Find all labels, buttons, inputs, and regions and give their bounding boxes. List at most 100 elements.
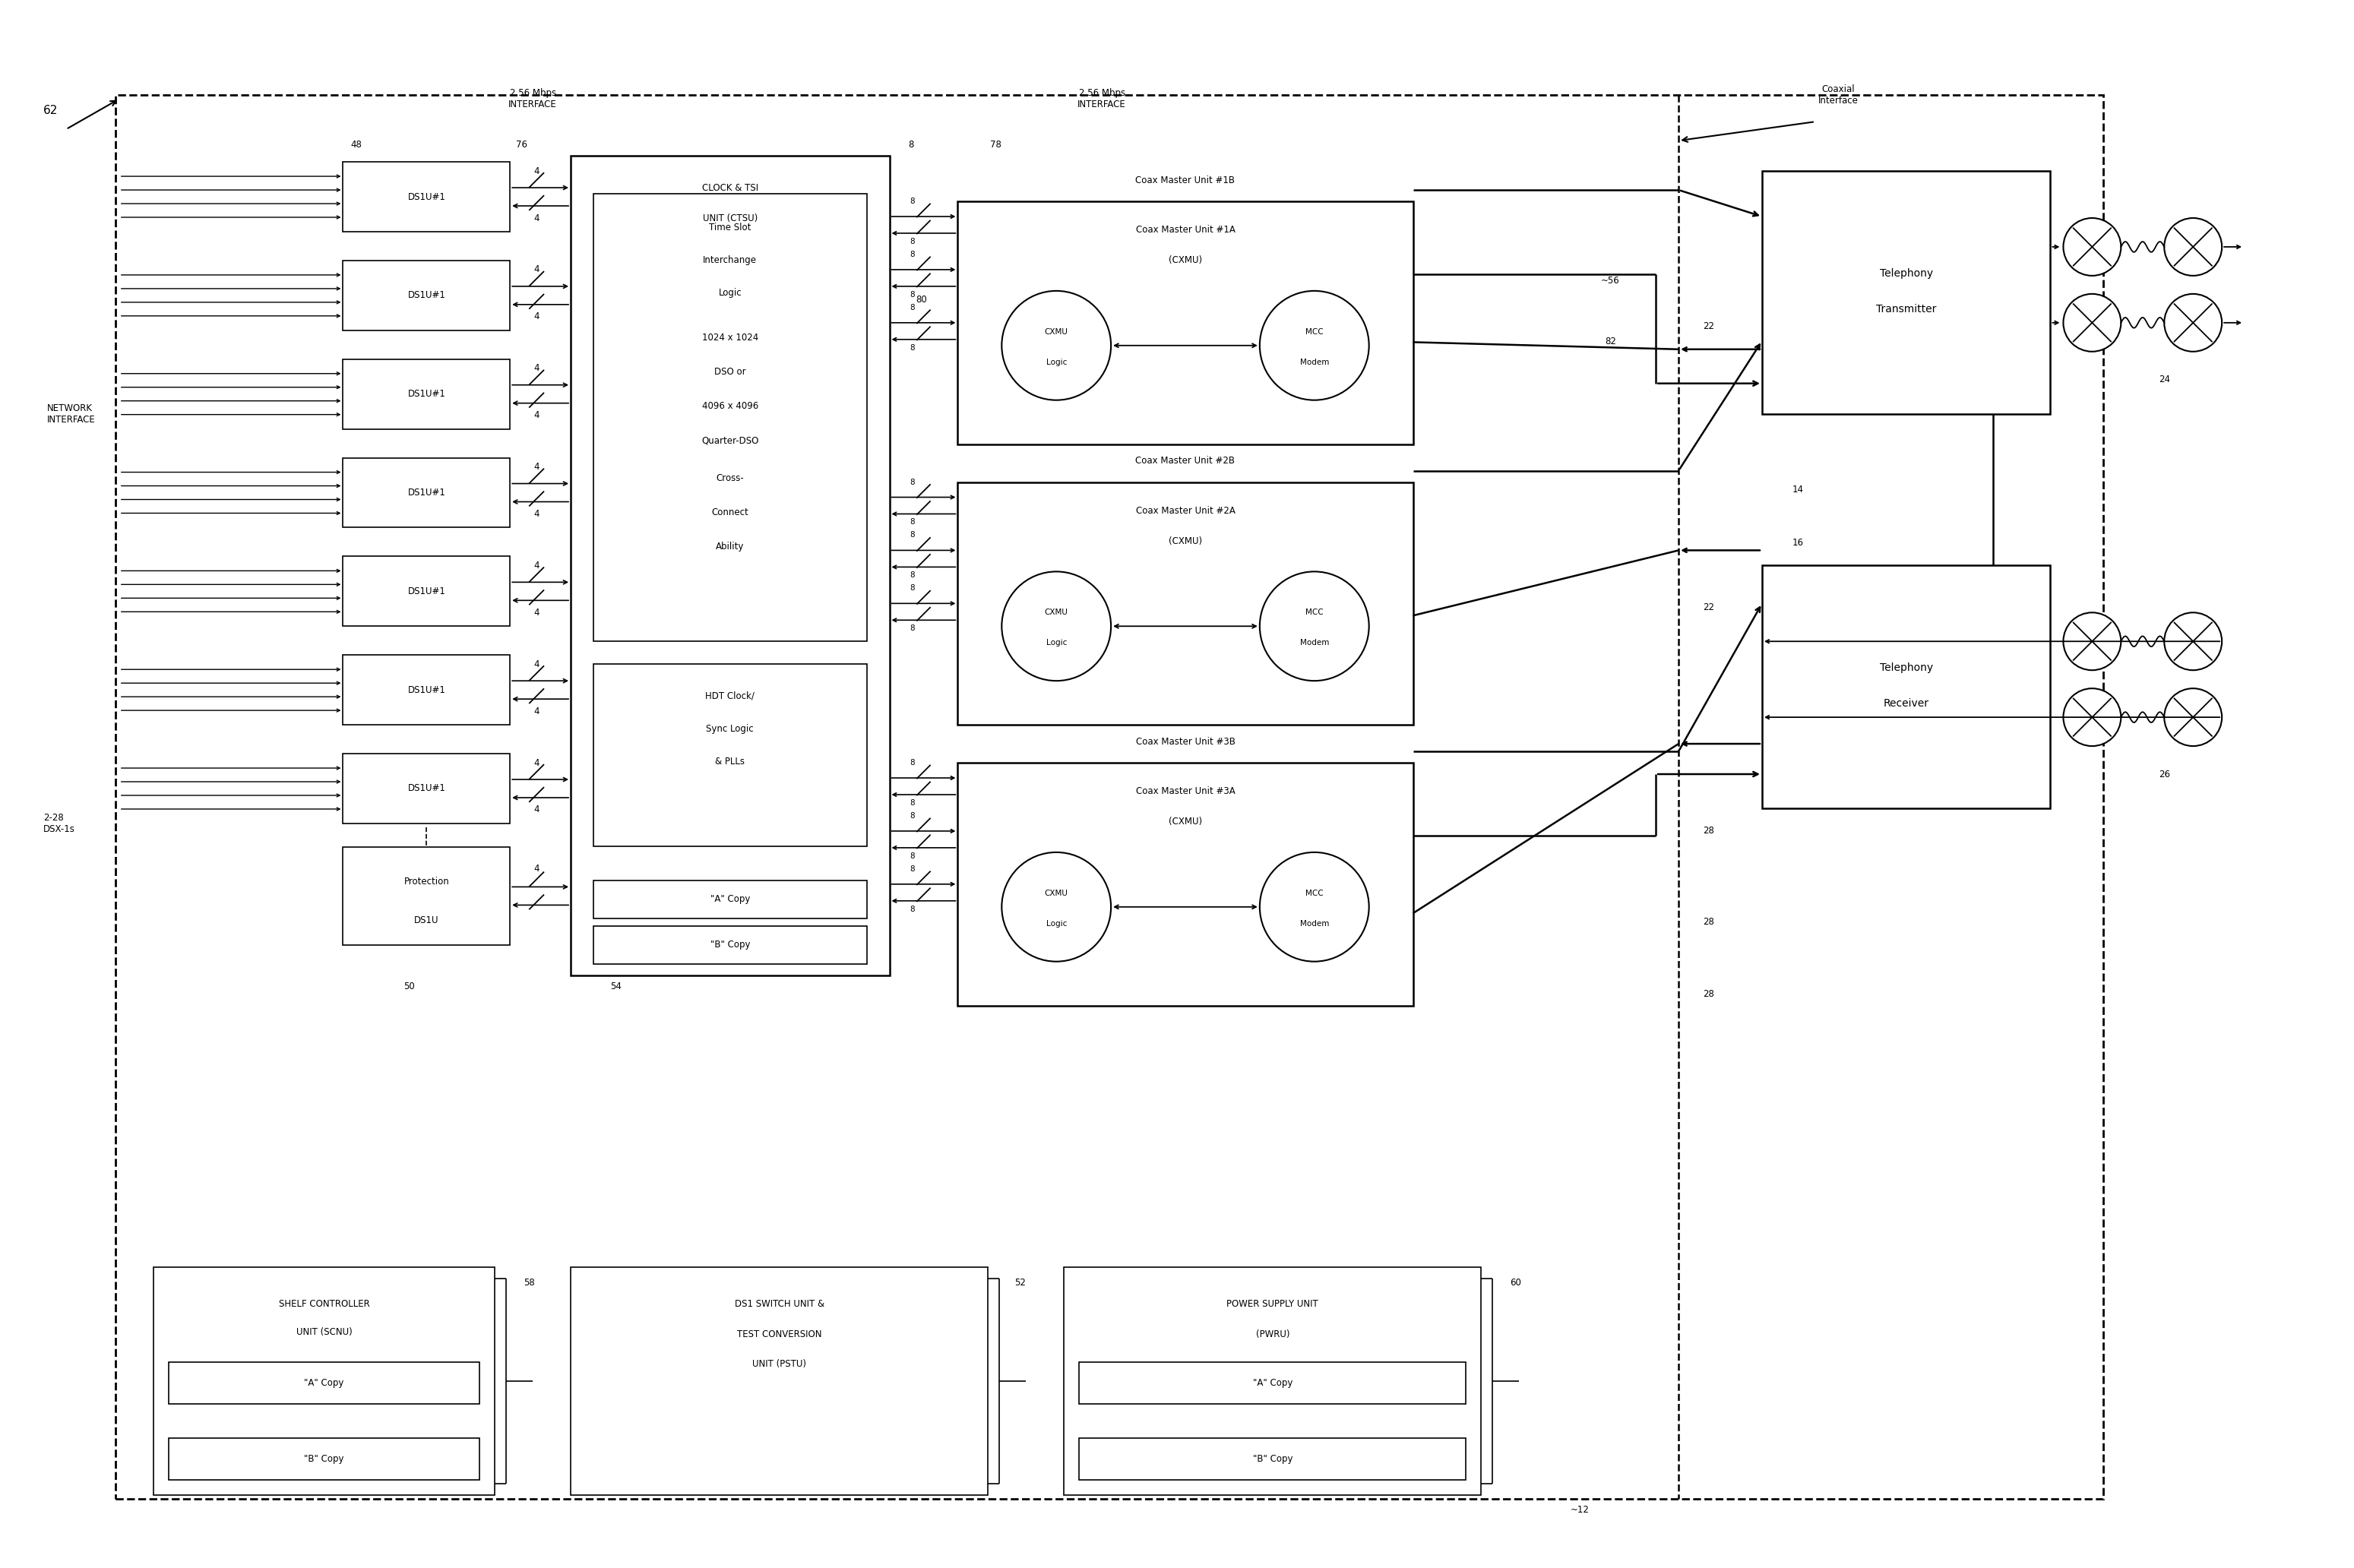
Text: 8: 8 [909,304,916,312]
Text: 8: 8 [909,800,916,808]
Bar [344,655,511,724]
Circle shape [2163,688,2222,746]
Text: 8: 8 [909,532,916,539]
Text: Transmitter: Transmitter [1876,304,1937,315]
Text: DS1 SWITCH UNIT &: DS1 SWITCH UNIT & [734,1298,824,1309]
Text: 58: 58 [523,1278,534,1287]
Text: Time Slot: Time Slot [709,223,751,232]
Bar [593,925,866,964]
Text: Cross-: Cross- [716,474,744,483]
Text: 80: 80 [916,295,927,304]
Text: Modem: Modem [1299,640,1330,646]
Circle shape [2163,218,2222,276]
Text: DS1U#1: DS1U#1 [407,191,445,202]
Text: "A" Copy: "A" Copy [304,1378,344,1388]
Text: Coax Master Unit #1B: Coax Master Unit #1B [1135,176,1236,185]
Text: Telephony: Telephony [1878,268,1933,279]
Bar [1763,171,2050,414]
Text: HDT Clock/: HDT Clock/ [706,691,756,701]
Text: Coax Master Unit #3A: Coax Master Unit #3A [1135,787,1236,797]
Text: 60: 60 [1511,1278,1521,1287]
Text: "A" Copy: "A" Copy [711,894,751,905]
Text: 4: 4 [534,510,539,519]
Text: Coaxial
Interface: Coaxial Interface [1817,85,1857,105]
Text: 50: 50 [405,982,414,991]
Text: 8: 8 [909,812,916,820]
Bar [593,665,866,847]
Text: 8: 8 [909,572,916,579]
Text: "B" Copy: "B" Copy [1252,1454,1292,1465]
Text: 1024 x 1024: 1024 x 1024 [701,332,758,343]
Text: 28: 28 [1704,989,1714,999]
Text: UNIT (CTSU): UNIT (CTSU) [701,213,758,223]
Circle shape [1003,292,1111,400]
Text: 4: 4 [534,411,539,420]
Text: 48: 48 [351,140,363,149]
Bar [344,754,511,823]
Text: Protection: Protection [405,877,450,886]
Text: ~56: ~56 [1601,276,1620,285]
Text: 8: 8 [909,905,916,913]
Text: Coax Master Unit #1A: Coax Master Unit #1A [1135,226,1236,235]
Text: 2-28
DSX-1s: 2-28 DSX-1s [42,812,75,834]
Text: 8: 8 [909,853,916,859]
Text: Connect: Connect [711,508,749,517]
Text: Logic: Logic [1045,640,1066,646]
Text: 62: 62 [42,105,59,116]
Text: Coax Master Unit #2B: Coax Master Unit #2B [1135,456,1236,466]
Text: (CXMU): (CXMU) [1168,536,1203,546]
Text: 8: 8 [909,251,916,259]
Text: DS1U#1: DS1U#1 [407,389,445,398]
Text: 4: 4 [534,561,539,571]
Text: (CXMU): (CXMU) [1168,256,1203,265]
Bar [1078,1363,1467,1403]
Bar [958,201,1412,444]
Text: DS1U#1: DS1U#1 [407,586,445,596]
Text: Coax Master Unit #2A: Coax Master Unit #2A [1135,506,1236,516]
Text: (PWRU): (PWRU) [1255,1330,1290,1339]
Circle shape [1259,572,1370,681]
Text: 4: 4 [534,864,539,873]
Text: 8: 8 [909,198,916,205]
Text: 8: 8 [909,290,916,298]
Text: 82: 82 [1605,337,1615,347]
Text: 4: 4 [534,659,539,670]
Bar [169,1438,480,1480]
Bar [344,557,511,626]
Bar [344,162,511,232]
Text: Receiver: Receiver [1883,698,1928,709]
Text: MCC: MCC [1306,328,1323,336]
Text: Interchange: Interchange [704,256,758,265]
Circle shape [1259,853,1370,961]
Circle shape [1003,572,1111,681]
Text: DS1U: DS1U [414,916,438,925]
Bar [169,1363,480,1403]
Text: 4: 4 [534,608,539,618]
Circle shape [1003,853,1111,961]
Bar [115,96,2104,1499]
Bar [958,481,1412,724]
Text: 78: 78 [991,140,1000,149]
Circle shape [2163,613,2222,670]
Bar [593,194,866,641]
Text: 8: 8 [909,238,916,245]
Text: Telephony: Telephony [1878,663,1933,673]
Bar [344,847,511,946]
Text: MCC: MCC [1306,889,1323,897]
Text: Modem: Modem [1299,359,1330,365]
Text: MCC: MCC [1306,608,1323,616]
Text: DS1U#1: DS1U#1 [407,685,445,695]
Bar [153,1267,494,1494]
Text: Quarter-DSO: Quarter-DSO [701,436,758,445]
Text: Logic: Logic [718,289,742,298]
Text: 14: 14 [1791,485,1803,494]
Text: 8: 8 [909,478,916,486]
Text: 8: 8 [909,759,916,767]
Text: Ability: Ability [716,541,744,552]
Circle shape [2064,218,2121,276]
Text: CXMU: CXMU [1045,328,1069,336]
Text: 4: 4 [534,757,539,768]
Text: CLOCK & TSI: CLOCK & TSI [701,183,758,193]
Text: 2.56 Mbps
INTERFACE: 2.56 Mbps INTERFACE [508,88,558,110]
Text: TEST CONVERSION: TEST CONVERSION [737,1330,822,1339]
